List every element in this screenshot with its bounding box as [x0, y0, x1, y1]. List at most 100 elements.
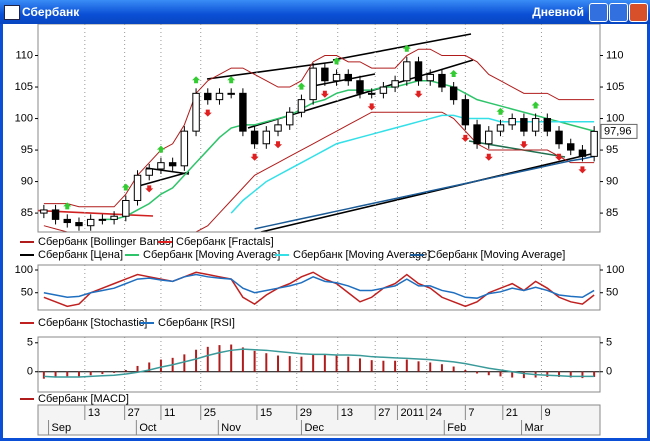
candle-body — [133, 174, 142, 201]
last-price-label: 97,96 — [604, 125, 632, 137]
candle-body — [356, 80, 364, 94]
fractal-down — [274, 141, 283, 149]
y-tick-label: 110 — [606, 49, 624, 61]
title-bar: Сбербанк Дневной — [0, 0, 650, 24]
candle-body — [86, 218, 95, 227]
x-tick-label: 13 — [88, 407, 100, 419]
legend-label: Сбербанк [Цена] — [38, 249, 123, 261]
y-tick-label: 5 — [606, 337, 612, 349]
x-tick-label: 15 — [260, 407, 272, 419]
candle-body — [215, 92, 224, 101]
x-tick-label: 29 — [300, 407, 312, 419]
candle-body — [543, 118, 552, 132]
moving-average — [230, 114, 595, 214]
x-tick-label: 27 — [378, 407, 390, 419]
panel-frame — [37, 24, 601, 233]
last-price-box — [600, 123, 638, 139]
fractal-up — [227, 76, 236, 84]
candle-body — [262, 130, 271, 145]
icon — [4, 5, 20, 20]
fractal-down — [461, 134, 470, 142]
moving-average — [102, 79, 595, 221]
fractal-down — [414, 90, 423, 98]
fractal-up — [297, 82, 306, 90]
candle-body — [40, 209, 48, 214]
maximize-button[interactable] — [609, 3, 628, 22]
y-tick-label: 100 — [15, 112, 33, 124]
candle-body — [438, 73, 446, 88]
month-label: Oct — [139, 422, 156, 434]
legend-label: Сбербанк [Moving Average] — [428, 249, 565, 261]
fractal-down — [203, 109, 212, 117]
candle-body — [496, 124, 505, 132]
candle-body — [379, 86, 388, 94]
y-tick-label: 100 — [15, 264, 33, 276]
indicator-line — [43, 271, 595, 308]
minimize-button[interactable] — [589, 3, 608, 22]
legend-label: Сбербанк [MACD] — [38, 393, 129, 405]
candle-body — [367, 92, 376, 95]
candle-body — [63, 218, 71, 224]
legend-label: Сбербанк [Moving Average] — [143, 249, 280, 261]
date-axis — [37, 404, 601, 436]
y-tick-label: 105 — [15, 81, 33, 93]
candle-body — [51, 209, 60, 220]
y-tick-label: 100 — [606, 264, 624, 276]
candle-body — [227, 92, 235, 95]
fractal-down — [555, 153, 564, 161]
candle-body — [590, 130, 598, 157]
y-tick-label: 0 — [606, 366, 612, 378]
fractal-down — [250, 153, 259, 161]
candle-body — [391, 80, 399, 88]
fractal-down — [578, 166, 587, 174]
fractal-up — [63, 202, 72, 210]
panel-frame — [37, 336, 601, 393]
candle-body — [157, 162, 165, 170]
fractal-down — [484, 153, 493, 161]
y-tick-label: 90 — [21, 175, 33, 187]
y-tick-label: 90 — [606, 175, 618, 187]
candle-body — [168, 162, 177, 167]
candle-body — [485, 130, 493, 145]
month-label: Nov — [221, 422, 241, 434]
x-tick-label: 11 — [164, 407, 175, 419]
fractal-up — [121, 183, 130, 191]
legend-label: Сбербанк [Stochastic] — [38, 317, 147, 329]
trendlines — [38, 33, 592, 232]
y-tick-label: 85 — [21, 207, 33, 219]
fractal-up — [449, 69, 458, 77]
fractal-down — [519, 141, 528, 149]
x-tick-label: 2011 — [400, 407, 424, 419]
fractal-up — [531, 101, 540, 109]
candle-body — [508, 118, 516, 126]
y-tick-label: 5 — [27, 337, 33, 349]
candle-body — [145, 168, 153, 176]
legend-label: Сбербанк [RSI] — [158, 317, 235, 329]
x-tick-label: 7 — [468, 407, 474, 419]
bollinger-upper — [43, 48, 595, 208]
timeframe: Дневной — [532, 5, 584, 19]
y-tick-label: 100 — [606, 112, 624, 124]
y-tick-label: 95 — [606, 144, 618, 156]
candle-body — [449, 86, 458, 101]
signal-line — [43, 348, 595, 378]
candle-body — [192, 92, 200, 132]
y-tick-label: 50 — [21, 287, 33, 299]
candle-body — [239, 92, 247, 132]
fractal-up — [496, 107, 505, 115]
x-tick-label: 27 — [128, 407, 140, 419]
month-label: Feb — [447, 422, 466, 434]
fractal-up — [192, 76, 201, 84]
panel-frame — [37, 264, 601, 311]
candle-body — [321, 67, 329, 82]
candle-body — [180, 130, 189, 167]
month-label: Dec — [304, 422, 324, 434]
bollinger-lower — [43, 111, 595, 232]
fractal-down — [320, 90, 329, 98]
close-button[interactable] — [629, 3, 648, 22]
x-tick-label: 24 — [430, 407, 442, 419]
candle-body — [110, 215, 118, 220]
candle-body — [122, 199, 130, 217]
month-label: Mar — [525, 422, 544, 434]
